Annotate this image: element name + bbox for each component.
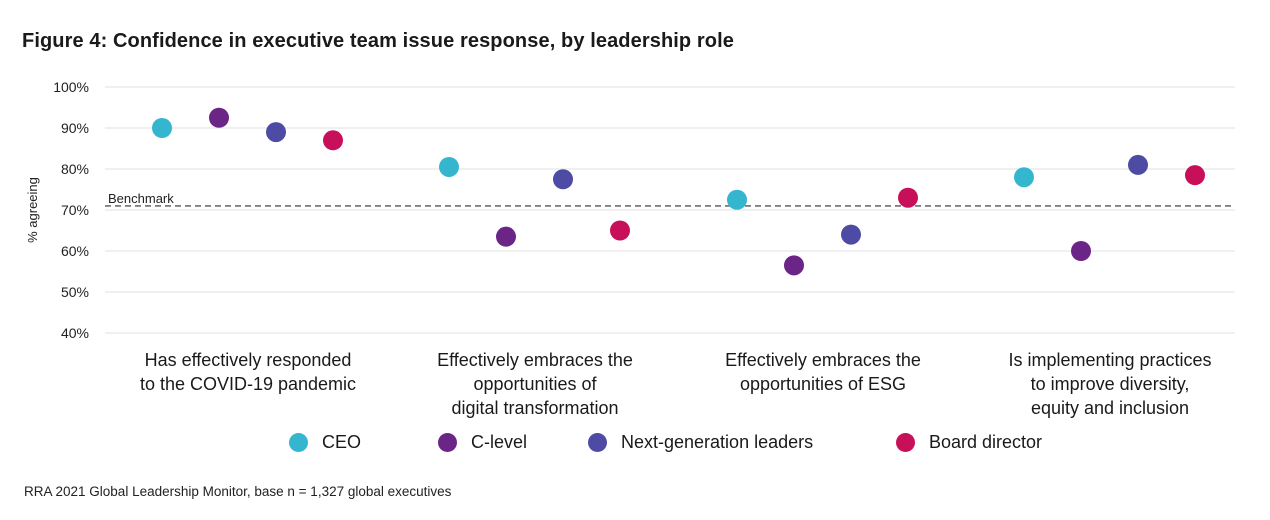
legend-label: C-level — [471, 432, 528, 452]
y-tick-label: 100% — [53, 79, 89, 95]
legend-marker — [289, 433, 308, 452]
legend-item: C-level — [438, 432, 527, 453]
legend-item: Next-generation leaders — [588, 432, 813, 453]
data-point-board-director — [898, 187, 918, 208]
data-point-ceo — [1014, 167, 1034, 188]
x-category-label: opportunities of ESG — [740, 374, 906, 394]
data-point-ceo — [727, 189, 747, 210]
y-axis-label: % agreeing — [25, 177, 40, 243]
y-tick-label: 70% — [61, 202, 89, 218]
legend-item: Board director — [896, 432, 1042, 453]
y-tick-label: 50% — [61, 284, 89, 300]
legend-marker — [588, 433, 607, 452]
legend-label: Next-generation leaders — [621, 432, 814, 452]
data-point-next-generation-leaders — [553, 169, 573, 190]
legend-item: CEO — [289, 432, 361, 453]
data-point-c-level — [1071, 241, 1091, 261]
y-tick-label: 90% — [61, 120, 89, 136]
y-tick-label: 80% — [61, 161, 89, 177]
chart-title: Figure 4: Confidence in executive team i… — [22, 30, 734, 52]
source-note: RRA 2021 Global Leadership Monitor, base… — [24, 484, 452, 499]
y-tick-label: 40% — [61, 325, 89, 341]
data-point-c-level — [784, 255, 804, 276]
legend-label: CEO — [322, 432, 362, 452]
data-point-board-director — [1185, 165, 1205, 186]
x-category-label: to improve diversity, — [1031, 374, 1190, 394]
x-category-label: to the COVID-19 pandemic — [140, 374, 356, 394]
legend-label: Board director — [929, 432, 1043, 452]
legend-marker — [896, 433, 915, 452]
data-point-next-generation-leaders — [266, 122, 286, 143]
legend-marker — [438, 433, 457, 452]
data-point-c-level — [209, 107, 229, 128]
y-tick-label: 60% — [61, 243, 89, 259]
data-point-next-generation-leaders — [841, 224, 861, 245]
data-point-ceo — [439, 156, 459, 177]
x-category-label: Has effectively responded — [145, 350, 352, 370]
x-category-label: Is implementing practices — [1008, 350, 1211, 370]
chart-legend: CEO C-level Next-generation leaders Board d… — [0, 432, 1270, 456]
x-category-label: equity and inclusion — [1031, 398, 1189, 418]
data-point-board-director — [323, 130, 343, 151]
data-point-board-director — [610, 220, 630, 241]
x-category-label: Effectively embraces the — [725, 350, 921, 370]
data-point-next-generation-leaders — [1128, 154, 1148, 175]
data-point-ceo — [152, 118, 172, 138]
x-category-label: opportunities of — [473, 374, 597, 394]
scatter-chart: 100% 90% 80% 70% 60% 50% 40% % agreeing Benchmar… — [25, 79, 1235, 418]
benchmark-label: Benchmark — [108, 191, 174, 206]
data-point-c-level — [496, 226, 516, 247]
x-category-label: Effectively embraces the — [437, 350, 633, 370]
x-category-label: digital transformation — [451, 398, 618, 418]
